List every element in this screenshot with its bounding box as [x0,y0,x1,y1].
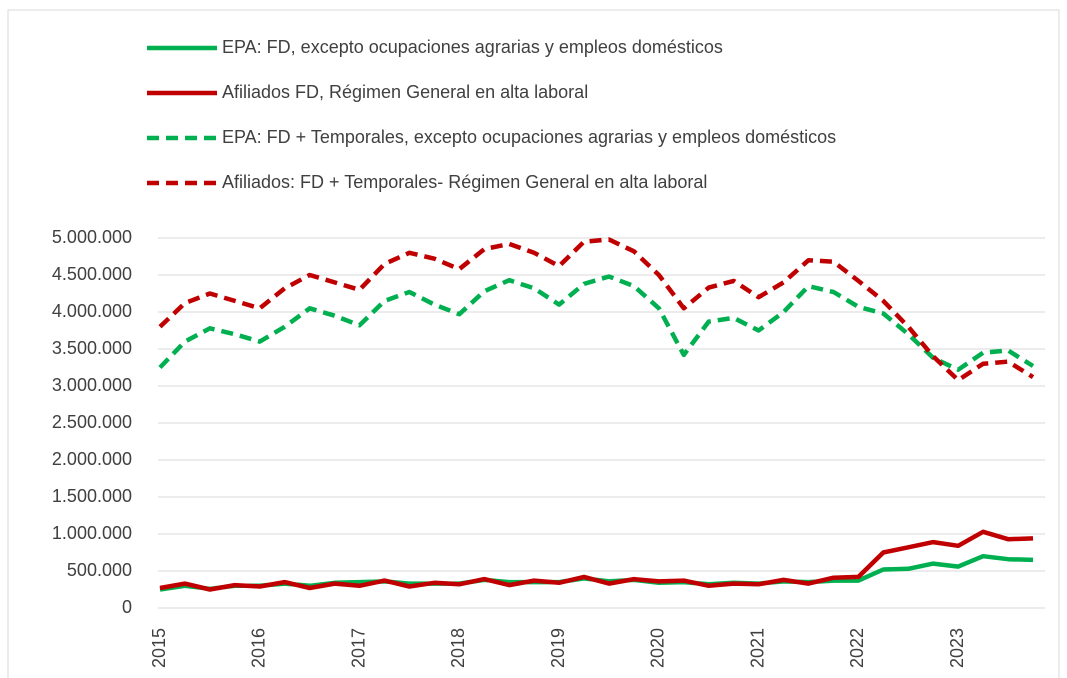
legend-label: EPA: FD, excepto ocupaciones agrarias y … [222,37,723,57]
x-tick-label: 2016 [249,628,269,668]
y-tick-label: 2.000.000 [52,449,132,469]
y-tick-label: 4.000.000 [52,301,132,321]
y-tick-label: 4.500.000 [52,264,132,284]
y-tick-label: 1.000.000 [52,523,132,543]
x-tick-label: 2023 [947,628,967,668]
y-tick-label: 3.500.000 [52,338,132,358]
x-tick-label: 2019 [548,628,568,668]
x-tick-label: 2022 [847,628,867,668]
chart-frame [7,9,1060,678]
y-tick-label: 2.500.000 [52,412,132,432]
y-tick-label: 500.000 [67,560,132,580]
y-tick-label: 5.000.000 [52,227,132,247]
legend-label: Afiliados FD, Régimen General en alta la… [222,82,588,102]
series-line [158,274,1035,372]
x-tick-label: 2020 [648,628,668,668]
x-tick-label: 2017 [348,628,368,668]
y-tick-label: 0 [122,597,132,617]
y-tick-label: 3.000.000 [52,375,132,395]
series-line [159,529,1034,592]
x-tick-label: 2018 [448,628,468,668]
x-tick-label: 2015 [149,628,169,668]
y-tick-label: 1.500.000 [52,486,132,506]
x-tick-label: 2021 [747,628,767,668]
legend-label: Afiliados: FD + Temporales- Régimen Gene… [222,172,707,192]
legend-label: EPA: FD + Temporales, excepto ocupacione… [222,127,836,147]
series-line [158,237,1035,383]
